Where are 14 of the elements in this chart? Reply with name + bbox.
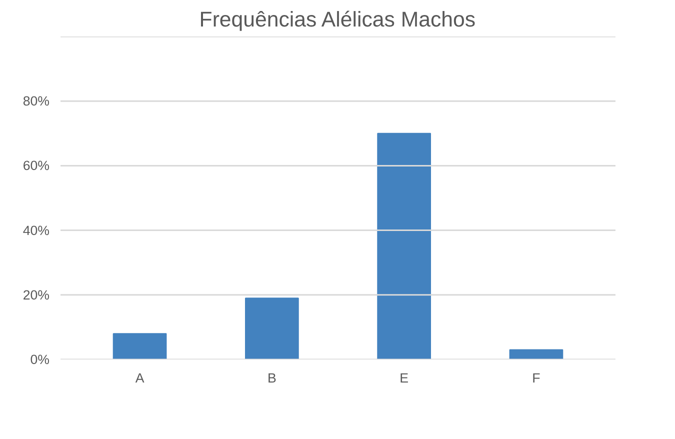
y-tick-label: 20% — [22, 287, 50, 302]
x-tick-label: A — [135, 370, 144, 386]
bar — [377, 132, 431, 360]
bar — [509, 349, 564, 360]
y-tick-label: 80% — [22, 94, 50, 109]
y-tick-label: 40% — [22, 222, 50, 238]
y-tick-label: 0% — [30, 352, 50, 367]
bar — [112, 333, 167, 360]
bar — [245, 298, 299, 360]
x-tick-label: E — [400, 370, 409, 386]
x-tick-label: F — [532, 370, 540, 386]
x-tick-label: B — [267, 370, 276, 386]
chart-title: Frequências Alélicas Machos — [199, 8, 476, 32]
y-tick-label: 60% — [22, 158, 50, 174]
